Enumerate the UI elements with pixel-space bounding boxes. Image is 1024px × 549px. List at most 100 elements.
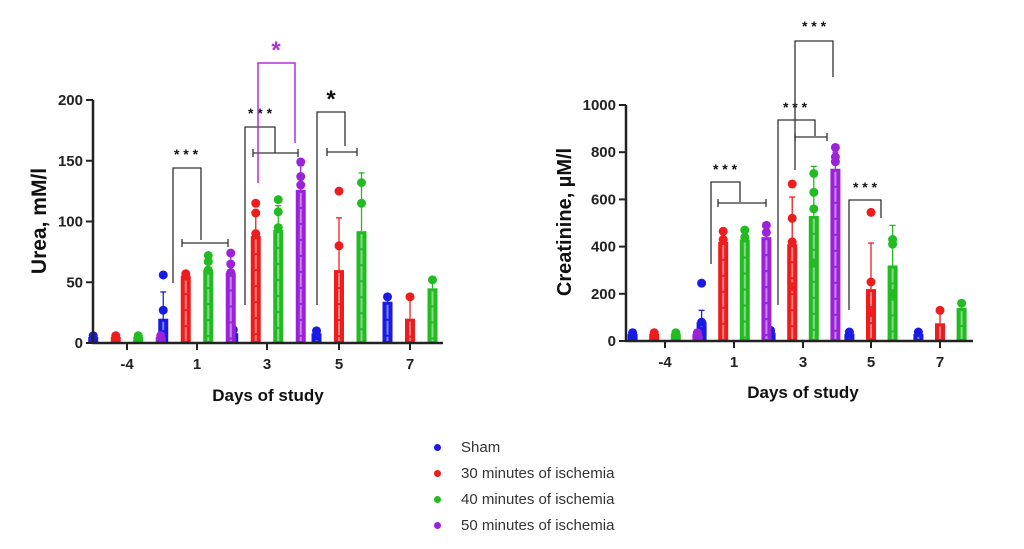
urea-data-point (181, 271, 191, 281)
creatinine-bar (830, 168, 841, 341)
creatinine-data-point (809, 204, 819, 214)
creatinine-data-point (718, 226, 728, 236)
urea-data-point (383, 292, 392, 302)
legend-item-sham: Sham (430, 434, 614, 460)
legend: Sham 30 minutes of ischemia 40 minutes o… (430, 434, 614, 538)
creatinine-data-point (649, 330, 659, 340)
creatinine-data-point (718, 235, 728, 245)
legend-marker-30min (434, 469, 441, 477)
urea-x-tick-label: -4 (120, 356, 134, 373)
urea-bar (334, 270, 344, 343)
creatinine-bar (718, 241, 729, 341)
urea-sig-day1-range (181, 239, 229, 247)
urea-sig-day5-range (326, 148, 358, 156)
creatinine-y-ticks: 0 200 400 600 800 1000 (583, 97, 626, 350)
creatinine-bars (627, 142, 967, 341)
urea-x-tick-label: 5 (335, 356, 343, 373)
legend-marker-50min (434, 521, 441, 529)
creatinine-data-point (787, 237, 797, 247)
urea-bar (225, 272, 236, 343)
urea-bars (88, 157, 438, 343)
urea-bar (180, 276, 191, 343)
urea-bar (356, 231, 367, 343)
creatinine-x-tick-label: -4 (658, 354, 672, 371)
creatinine-data-point (787, 282, 797, 292)
legend-item-30min: 30 minutes of ischemia (430, 460, 614, 486)
urea-data-point (203, 265, 213, 275)
creatinine-data-point (913, 327, 923, 337)
urea-data-point (296, 172, 306, 182)
creatinine-bar (787, 244, 798, 341)
urea-y-tick-label: 0 (75, 335, 83, 352)
urea-data-point (312, 331, 321, 341)
creatinine-y-axis-title: Creatinine, µM/l (554, 148, 576, 296)
creatinine-x-ticks: -4 1 3 5 7 (658, 341, 944, 371)
creatinine-bar (808, 215, 819, 341)
urea-x-ticks: -4 1 3 5 7 (120, 343, 414, 373)
creatinine-data-point (740, 232, 750, 242)
legend-marker-sham (434, 443, 441, 451)
creatinine-data-point (697, 317, 707, 327)
legend-label: 50 minutes of ischemia (461, 516, 615, 534)
urea-data-point (226, 268, 236, 278)
creatinine-data-point (787, 179, 797, 189)
creatinine-sig-day1-bracket (710, 181, 741, 264)
urea-data-point (334, 186, 344, 196)
urea-y-tick-label: 150 (58, 153, 83, 170)
urea-significance: * * * * * * * * (172, 37, 358, 305)
urea-x-axis-title: Days of study (212, 386, 324, 405)
legend-marker-40min (434, 495, 441, 503)
urea-sig-day5-label: * (326, 86, 336, 113)
creatinine-sig-day5-label: * * * (853, 179, 878, 195)
creatinine-x-tick-label: 3 (799, 354, 807, 371)
urea-y-axis-title: Urea, mM/l (28, 168, 51, 274)
creatinine-data-point (888, 239, 898, 249)
creatinine-bar (913, 333, 924, 341)
urea-sig-day1-label: * * * (174, 146, 199, 162)
urea-data-point (334, 241, 344, 251)
urea-data-point (111, 333, 121, 343)
creatinine-y-tick-label: 400 (591, 239, 616, 256)
creatinine-y-tick-label: 1000 (583, 97, 616, 114)
creatinine-y-tick-label: 600 (591, 191, 616, 208)
creatinine-chart: 0 200 400 600 800 1000 -4 1 3 5 7 Creatinine, µM/… (554, 18, 973, 402)
creatinine-bar (956, 307, 967, 341)
urea-bar (427, 288, 438, 343)
urea-sig-day3-range (252, 149, 299, 157)
creatinine-data-point (866, 308, 876, 318)
creatinine-data-point (866, 277, 876, 287)
urea-sig-day3-purple-label: * (271, 37, 281, 64)
creatinine-bar (887, 265, 898, 341)
creatinine-data-point (809, 258, 819, 268)
urea-data-point (251, 198, 261, 208)
creatinine-sig-day3-upper-bracket (794, 40, 834, 170)
creatinine-significance: * * * * * * * * * * * * (710, 18, 882, 310)
legend-label: 40 minutes of ischemia (461, 490, 615, 508)
creatinine-data-point (866, 207, 876, 217)
urea-data-point (428, 275, 437, 285)
urea-sig-day1-bracket (172, 167, 202, 283)
urea-data-point (405, 292, 415, 302)
legend-item-40min: 40 minutes of ischemia (430, 486, 614, 512)
urea-chart: 0 50 100 150 200 -4 1 3 5 7 Urea, mM/l Days of s… (28, 37, 443, 405)
urea-data-point (251, 229, 261, 239)
urea-data-point (133, 333, 143, 343)
urea-sig-day5-bracket (316, 111, 346, 305)
creatinine-bar (935, 323, 945, 341)
urea-sig-day3-purple-bracket (257, 62, 296, 183)
urea-x-tick-label: 1 (193, 356, 201, 373)
creatinine-data-point (628, 330, 638, 340)
creatinine-bar (761, 237, 772, 341)
creatinine-data-point (787, 213, 797, 223)
creatinine-data-point (809, 187, 819, 197)
urea-data-point (251, 208, 261, 218)
urea-bar (382, 301, 393, 343)
urea-data-point (203, 257, 213, 267)
urea-data-point (158, 270, 168, 280)
creatinine-x-axis-title: Days of study (747, 383, 859, 402)
creatinine-x-tick-label: 1 (730, 354, 738, 371)
urea-data-point (273, 207, 283, 217)
creatinine-sig-day1-label: * * * (713, 161, 738, 177)
creatinine-x-tick-label: 7 (936, 354, 944, 371)
